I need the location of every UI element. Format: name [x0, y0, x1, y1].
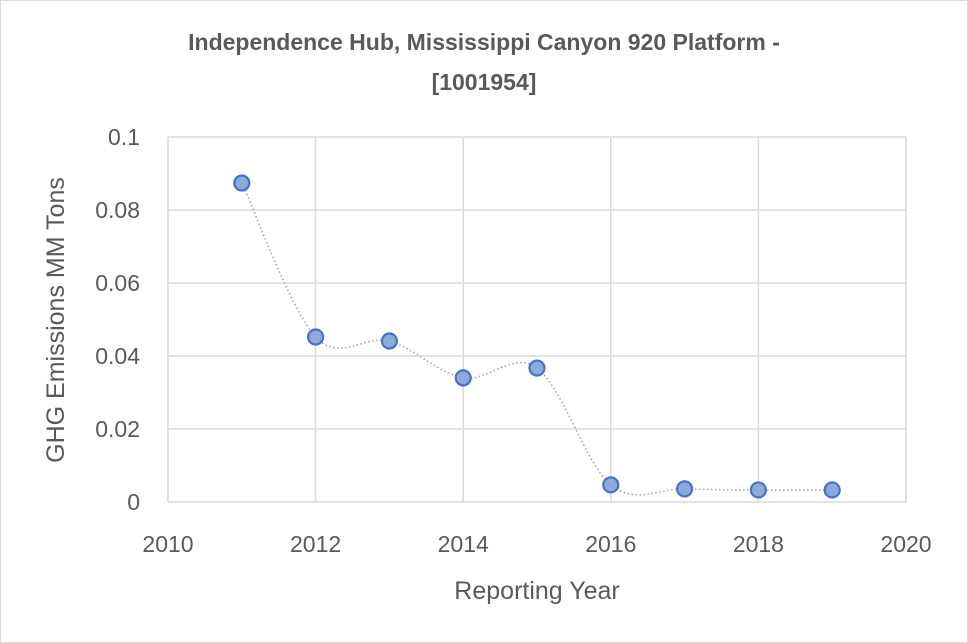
- data-point: [380, 332, 398, 350]
- y-tick-label: 0.04: [95, 343, 140, 369]
- data-point: [233, 174, 251, 192]
- x-tick-label: 2010: [142, 531, 193, 557]
- x-axis-label: Reporting Year: [454, 577, 619, 605]
- chart-title-line1: Independence Hub, Mississippi Canyon 920…: [188, 29, 780, 55]
- x-tick-label: 2014: [438, 531, 489, 557]
- data-point: [602, 476, 620, 494]
- y-axis-label: GHG Emissions MM Tons: [42, 177, 70, 463]
- x-tick-label: 2012: [290, 531, 341, 557]
- data-point: [749, 481, 768, 499]
- y-tick-label: 0.08: [95, 197, 140, 223]
- series-line: [241, 182, 833, 496]
- y-tick-label: 0.1: [108, 124, 140, 150]
- chart-title-line2: [1001954]: [431, 69, 537, 95]
- data-point: [823, 481, 841, 499]
- data-point: [528, 359, 546, 377]
- x-tick-label: 2020: [880, 531, 931, 557]
- data-point: [454, 369, 472, 387]
- data-point: [675, 480, 694, 498]
- data-point: [307, 328, 325, 346]
- y-tick-label: 0.06: [95, 270, 140, 296]
- x-tick-label: 2016: [585, 531, 636, 557]
- y-tick-label: 0: [127, 489, 140, 515]
- chart-title: Independence Hub, Mississippi Canyon 920…: [0, 22, 968, 102]
- y-tick-label: 0.02: [95, 416, 140, 442]
- x-tick-label: 2018: [733, 531, 784, 557]
